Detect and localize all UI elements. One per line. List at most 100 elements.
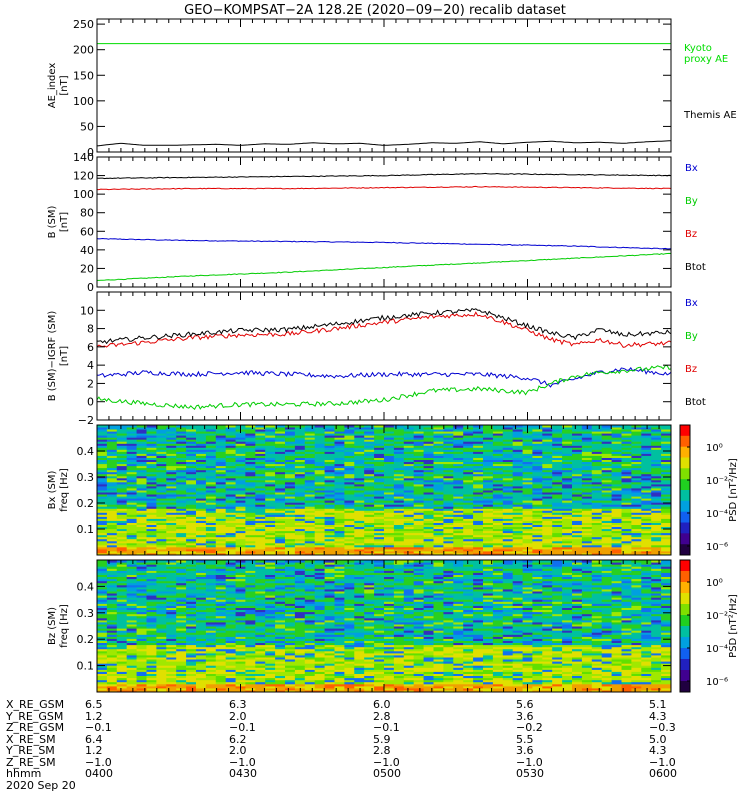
spectrogram-cell — [196, 536, 207, 540]
spectrogram-cell — [651, 457, 662, 460]
spectrogram-cell — [245, 427, 256, 430]
spectrogram-cell — [631, 451, 642, 454]
spectrogram-cell — [453, 431, 464, 434]
spectrogram-cell — [106, 632, 118, 635]
spectrogram-cell — [661, 479, 672, 483]
spectrogram-cell — [591, 433, 603, 436]
spectrogram-cell — [156, 681, 167, 685]
spectrogram-cell — [621, 522, 632, 525]
spectrogram-cell — [453, 512, 464, 515]
spectrogram-cell — [136, 607, 147, 610]
spectrogram-cell — [581, 471, 593, 475]
spectrogram-cell — [245, 455, 256, 458]
spectrogram-cell — [146, 461, 157, 465]
spectrogram-cell — [611, 496, 622, 499]
spectrogram-cell — [354, 488, 365, 491]
spectrogram-cell — [275, 461, 286, 465]
spectrogram-cell — [364, 494, 375, 497]
spectrogram-cell — [245, 553, 256, 556]
spectrogram-cell — [106, 508, 118, 511]
spectrogram-cell — [186, 485, 197, 489]
spectrogram-cell — [324, 510, 335, 513]
spectrogram-cell — [542, 477, 553, 481]
spectrogram-cell — [334, 429, 345, 432]
spectrogram-cell — [166, 536, 177, 540]
spectrogram-cell — [196, 560, 207, 563]
spectrogram-cell — [433, 514, 444, 517]
spectrogram-cell — [176, 685, 187, 689]
spectrogram-cell — [601, 506, 613, 509]
spectrogram-cell — [106, 619, 118, 623]
spectrogram-cell — [403, 514, 415, 517]
spectrogram-cell — [463, 427, 474, 430]
spectrogram-cell — [304, 429, 316, 432]
spectrogram-cell — [403, 526, 415, 530]
spectrogram-cell — [601, 457, 613, 460]
spectrogram-cell — [483, 463, 494, 467]
spectrogram-cell — [621, 508, 632, 511]
spectrogram-cell — [255, 451, 266, 454]
spectrogram-cell — [483, 526, 494, 530]
spectrogram-cell — [661, 550, 672, 554]
spectrogram-cell — [433, 475, 444, 479]
spectrogram-cell — [631, 534, 642, 538]
spectrogram-cell — [364, 490, 375, 493]
spectrogram-cell — [196, 656, 207, 660]
spectrogram-cell — [146, 459, 157, 462]
spectrogram-cell — [601, 485, 613, 489]
spectrogram-cell — [473, 512, 484, 515]
spectrogram-cell — [156, 469, 167, 473]
spectrogram-cell — [374, 479, 385, 483]
spectrogram-cell — [413, 498, 425, 501]
spectrogram-cell — [176, 540, 187, 544]
spectrogram-cell — [126, 490, 138, 493]
spectrogram-cell — [651, 532, 662, 536]
spectrogram-cell — [403, 465, 415, 469]
spectrogram-cell — [285, 512, 296, 515]
spectrogram-cell — [166, 632, 177, 635]
spectrogram-cell — [631, 508, 642, 511]
spectrogram-cell — [552, 481, 563, 485]
spectrogram-cell — [483, 475, 494, 479]
spectrogram-cell — [106, 546, 118, 550]
spectrogram-cell — [502, 425, 514, 428]
spectrogram-cell — [473, 477, 484, 481]
spectrogram-cell — [97, 661, 108, 664]
spectrogram-cell — [661, 532, 672, 536]
spectrogram-cell — [314, 459, 326, 462]
spectrogram-cell — [413, 481, 425, 485]
spectrogram-cell — [196, 572, 207, 575]
spectrogram-cell — [314, 431, 326, 434]
spectrogram-cell — [275, 425, 286, 428]
spectrogram-cell — [186, 447, 197, 450]
spectrogram-cell — [304, 506, 316, 509]
spectrogram-cell — [106, 648, 118, 652]
spectrogram-cell — [255, 524, 266, 527]
spectrogram-cell — [176, 675, 187, 679]
spectrogram-cell — [403, 492, 415, 495]
spectrogram-cell — [285, 540, 296, 544]
spectrogram-cell — [621, 425, 632, 428]
spectrogram-cell — [532, 437, 543, 440]
spectrogram-cell — [116, 582, 128, 586]
y-tick-label: 6 — [87, 341, 94, 354]
spectrogram-cell — [334, 530, 345, 534]
spectrogram-cell — [97, 473, 108, 477]
spectrogram-cell — [106, 455, 118, 458]
spectrogram-cell — [255, 553, 266, 556]
spectrogram-cell — [196, 427, 207, 430]
spectrogram-cell — [492, 542, 504, 546]
spectrogram-cell — [542, 429, 553, 432]
spectrogram-cell — [166, 681, 177, 685]
colorbar-segment — [680, 446, 690, 458]
spectrogram-cell — [403, 439, 415, 442]
spectrogram-cell — [651, 516, 662, 519]
spectrogram-cell — [641, 449, 652, 452]
spectrogram-cell — [483, 483, 494, 487]
spectrogram-cell — [136, 675, 147, 679]
spectrogram-cell — [275, 504, 286, 507]
spectrogram-cell — [324, 463, 335, 467]
spectrogram-cell — [146, 572, 157, 575]
spectrogram-cell — [186, 514, 197, 517]
spectrogram-cell — [591, 518, 603, 521]
